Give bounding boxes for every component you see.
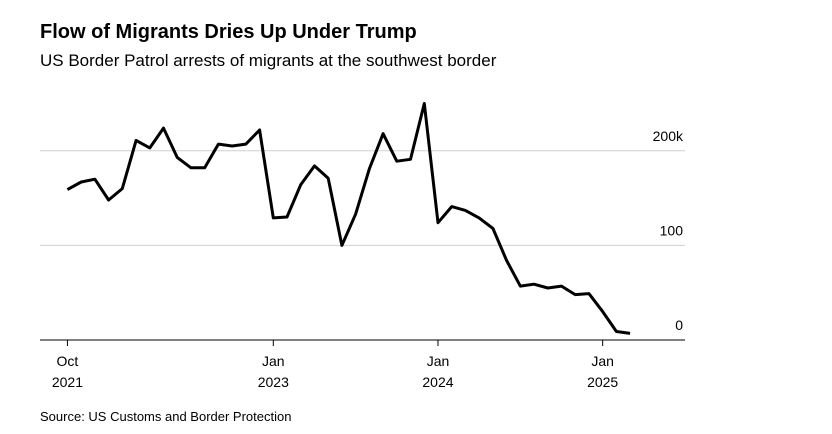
- x-tick-label: Jan 2023: [258, 353, 289, 390]
- chart-subtitle: US Border Patrol arrests of migrants at …: [40, 51, 497, 70]
- chart-title: Flow of Migrants Dries Up Under Trump: [40, 21, 417, 43]
- y-tick-label: 200k: [653, 128, 684, 144]
- y-tick-label: 0: [675, 317, 683, 333]
- x-tick-label: Jan 2024: [422, 353, 453, 390]
- x-tick-label: Jan 2025: [587, 353, 618, 390]
- source-note: Source: US Customs and Border Protection: [40, 409, 291, 424]
- y-tick-label: 100: [660, 222, 684, 238]
- x-tick-label: Oct 2021: [52, 353, 83, 390]
- data-line: [66, 102, 631, 335]
